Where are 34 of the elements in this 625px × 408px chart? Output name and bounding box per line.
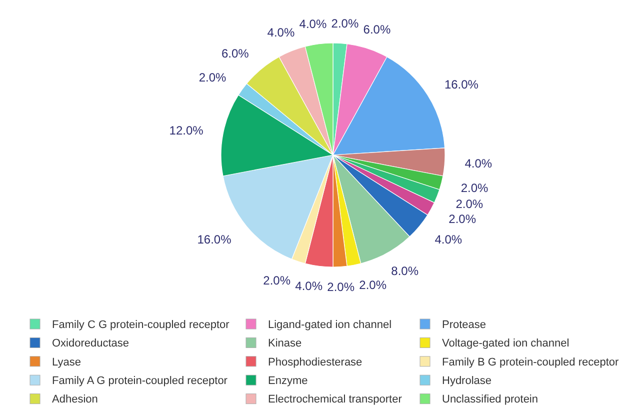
legend-label: Protease [442,318,486,331]
data-label: 4.0% [295,279,323,294]
legend-label: Adhesion [52,394,98,406]
legend-label: Voltage-gated ion channel [442,338,570,350]
data-label: 2.0% [327,280,355,294]
legend-label: Enzyme [268,374,308,387]
data-label: 4.0% [299,17,327,32]
data-label: 6.0% [222,46,250,60]
data-label: 2.0% [331,16,359,30]
legend-label: Electrochemical transporter [268,394,402,406]
data-label: 2.0% [448,212,476,226]
legend-label: Hydrolase [442,374,492,387]
data-label: 2.0% [456,196,484,211]
data-label: 2.0% [359,278,387,292]
legend-label: Phosphodiesterase [268,356,362,368]
data-label: 2.0% [198,70,227,85]
legend-label: Family C G protein-coupled receptor [52,318,230,331]
data-label: 4.0% [434,232,462,246]
legend-label: Oxidoreductase [52,338,130,350]
legend-label: Ligand-gated ion channel [268,318,392,331]
legend-label: Family A G protein-coupled receptor [52,374,228,387]
legend-label: Unclassified protein [442,394,538,406]
data-label: 6.0% [363,22,391,37]
data-label: 2.0% [460,181,489,196]
data-label: 8.0% [391,264,419,278]
legend-label: Kinase [268,338,302,350]
data-label: 16.0% [444,77,479,92]
data-label: 4.0% [464,156,492,170]
data-label: 12.0% [169,123,204,138]
data-label: 2.0% [263,274,291,288]
data-label: 4.0% [267,25,295,40]
legend-label: Lyase [52,356,81,368]
data-label: 16.0% [197,232,232,246]
legend-label: Family B G protein-coupled receptor [442,356,620,368]
